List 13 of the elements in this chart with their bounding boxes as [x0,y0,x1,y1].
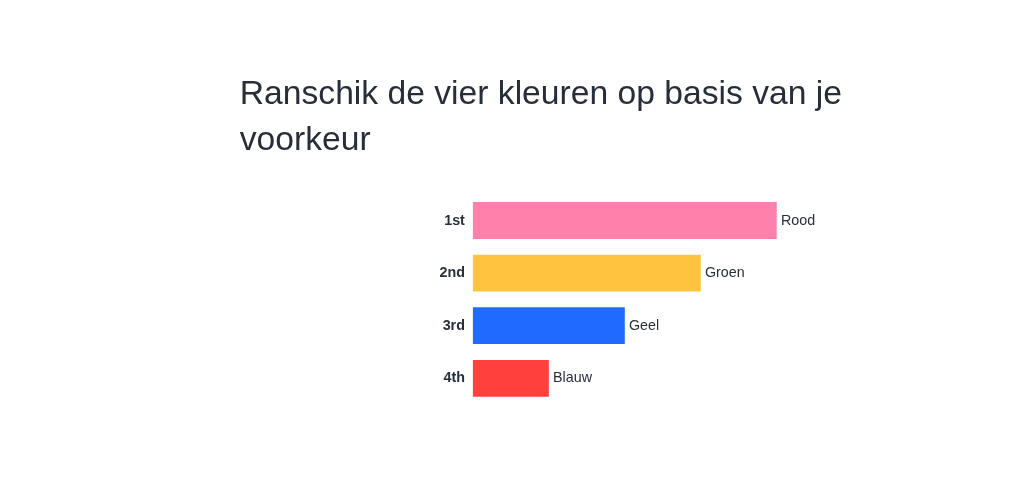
annotation: Geel [629,316,660,333]
annotation: Rood [780,211,816,228]
annotation: Blauw [553,369,593,386]
y-tick-label: 3rd [442,316,465,333]
y-tick-label: 4th [443,369,465,386]
y-tick-label: 2nd [439,264,465,281]
bar [472,307,625,345]
bar [472,254,701,292]
chart-title: Ranschik de vier kleuren op basis van je voorkeur [239,74,842,157]
bar [472,202,777,239]
y-tick-label: 1st [444,211,466,228]
bar [472,359,549,397]
annotation: Groen [704,264,745,281]
